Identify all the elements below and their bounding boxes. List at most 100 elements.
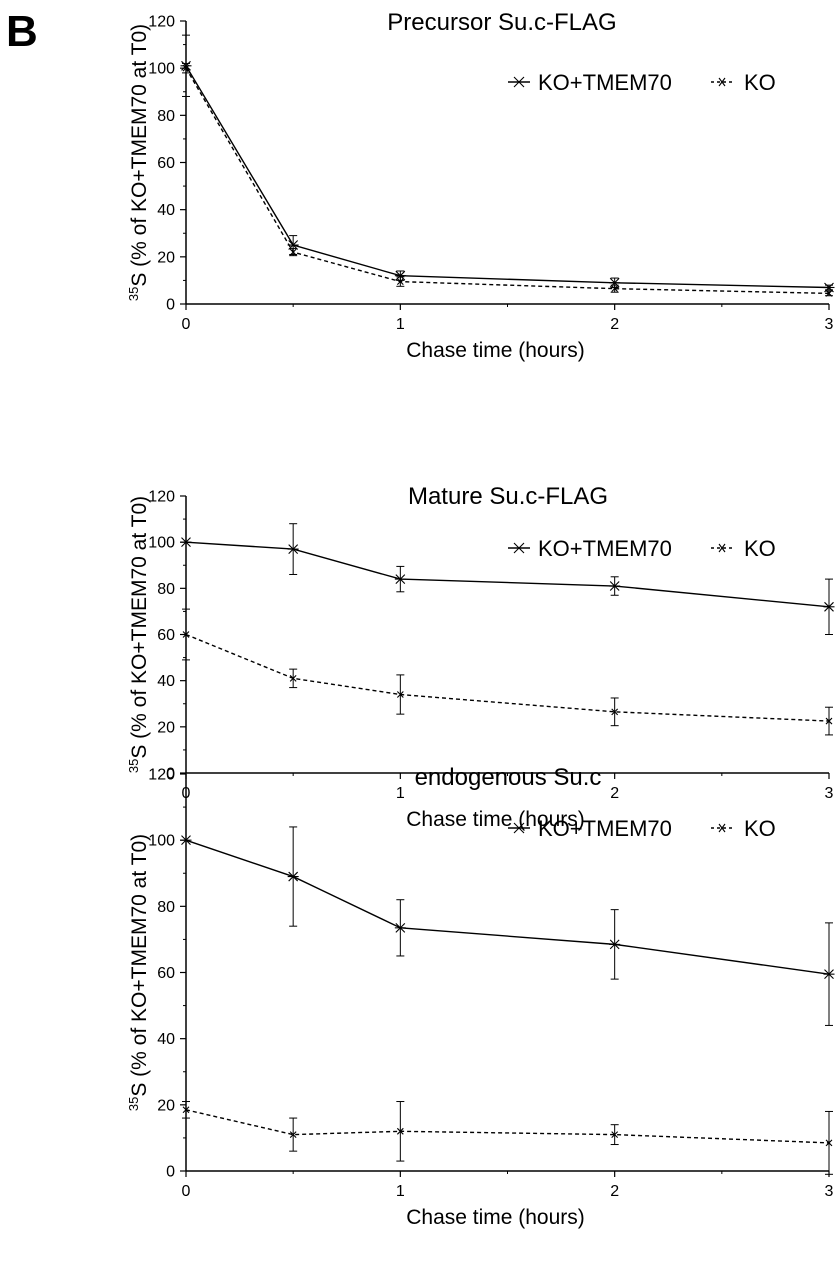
y-axis-label-superscript: 35 [126, 759, 141, 773]
data-point [180, 537, 192, 548]
y-tick-label: 60 [157, 155, 175, 172]
y-tick-label: 120 [148, 14, 175, 31]
x-axis-label: Chase time (hours) [406, 339, 585, 362]
x-tick-label: 1 [396, 1183, 405, 1200]
y-tick-label: 80 [157, 581, 175, 598]
y-axis-label-text: S (% of KO+TMEM70 at T0) [128, 496, 151, 759]
data-point-stroke [182, 1106, 190, 1114]
y-tick-label: 120 [148, 767, 175, 784]
series-ko-tmem70 [180, 34, 835, 293]
data-point-stroke [825, 1139, 833, 1147]
y-tick-label: 100 [148, 61, 175, 78]
data-point [182, 631, 190, 638]
legend-label-ko: KO [744, 70, 776, 95]
data-point [394, 574, 406, 584]
x-tick-label: 2 [610, 316, 619, 333]
y-tick-label: 20 [157, 719, 175, 736]
data-point [287, 871, 299, 882]
series-ko [182, 62, 833, 297]
data-point [289, 674, 297, 682]
data-point [825, 1139, 833, 1147]
data-point-stroke [182, 631, 190, 638]
data-point-stroke [611, 1131, 619, 1138]
y-tick-label: 0 [166, 297, 175, 314]
x-tick-label: 0 [182, 1183, 191, 1200]
legend-marker [718, 823, 726, 833]
data-point-stroke [289, 1131, 297, 1138]
data-point [287, 544, 299, 554]
data-point-stroke [396, 691, 404, 698]
y-tick-label: 40 [157, 673, 175, 690]
x-tick-label: 3 [825, 1183, 834, 1200]
series-ko [182, 608, 833, 736]
legend-marker [513, 76, 525, 88]
y-tick-label: 100 [148, 535, 175, 552]
series-line [185, 839, 830, 975]
data-point [609, 939, 621, 950]
data-point [394, 922, 406, 933]
x-tick-label: 2 [610, 785, 619, 802]
legend-label-ko-tmem70: KO+TMEM70 [538, 70, 672, 95]
data-point [289, 248, 297, 256]
data-point [823, 969, 835, 980]
y-axis-label: 35S (% of KO+TMEM70 at T0) [126, 24, 151, 301]
series-ko-tmem70 [180, 523, 835, 635]
data-point [825, 289, 833, 297]
legend-marker [718, 543, 726, 553]
data-point [611, 708, 619, 716]
legend-label-ko-tmem70: KO+TMEM70 [538, 536, 672, 561]
x-tick-label: 1 [396, 316, 405, 333]
y-tick-label: 60 [157, 965, 175, 982]
x-tick-label: 2 [610, 1183, 619, 1200]
data-point-stroke [396, 278, 404, 285]
data-point [182, 1106, 190, 1114]
series-ko [182, 1101, 833, 1175]
legend-marker [513, 542, 525, 554]
x-tick-label: 3 [825, 316, 834, 333]
legend-marker [718, 77, 726, 87]
legend: KO+TMEM70 KO [508, 816, 776, 841]
data-point [396, 278, 404, 285]
legend: KO+TMEM70 KO [508, 70, 776, 95]
data-point [611, 1131, 619, 1138]
data-point [182, 64, 190, 72]
y-tick-label: 100 [148, 833, 175, 850]
y-tick-label: 120 [148, 489, 175, 506]
y-axis-label-superscript: 35 [126, 1097, 141, 1111]
y-axis-label-text: S (% of KO+TMEM70 at T0) [128, 24, 151, 287]
data-point [180, 835, 192, 846]
data-point [289, 1131, 297, 1138]
panel-label: B [6, 7, 38, 56]
data-point [611, 285, 619, 293]
data-point-stroke [825, 717, 833, 725]
data-point [609, 581, 621, 591]
y-tick-label: 0 [166, 766, 175, 783]
series-line [185, 1109, 830, 1144]
data-point [825, 717, 833, 725]
chart-0: Precursor Su.c-FLAG 0 20 40 60 80 100 120 0 1 2 3 Ch… [126, 9, 835, 362]
y-tick-label: 80 [157, 108, 175, 125]
y-tick-label: 20 [157, 1097, 175, 1114]
chart-title: Precursor Su.c-FLAG [387, 9, 616, 36]
legend-label-ko: KO [744, 536, 776, 561]
series-line [185, 633, 830, 722]
legend-label-ko: KO [744, 816, 776, 841]
chart-title: endogenous Su.c [415, 764, 602, 791]
y-axis-label-text: S (% of KO+TMEM70 at T0) [128, 834, 151, 1097]
series-line [185, 65, 830, 289]
x-axis-label: Chase time (hours) [406, 808, 585, 831]
legend: KO+TMEM70 KO [508, 536, 776, 561]
y-tick-label: 80 [157, 899, 175, 916]
data-point-stroke [825, 289, 833, 297]
data-point [823, 601, 835, 612]
data-point-stroke [396, 1127, 404, 1135]
y-tick-label: 60 [157, 627, 175, 644]
data-point-stroke [611, 285, 619, 293]
data-point-stroke [289, 248, 297, 256]
x-tick-label: 0 [182, 316, 191, 333]
series-line [185, 541, 830, 608]
y-tick-label: 40 [157, 202, 175, 219]
